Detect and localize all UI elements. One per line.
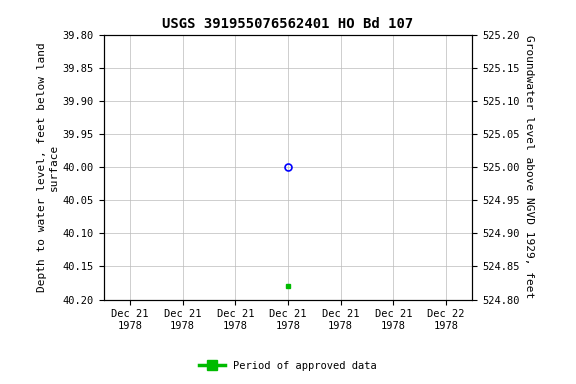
Y-axis label: Groundwater level above NGVD 1929, feet: Groundwater level above NGVD 1929, feet — [524, 35, 534, 299]
Legend: Period of approved data: Period of approved data — [195, 356, 381, 375]
Y-axis label: Depth to water level, feet below land
surface: Depth to water level, feet below land su… — [37, 42, 59, 292]
Title: USGS 391955076562401 HO Bd 107: USGS 391955076562401 HO Bd 107 — [162, 17, 414, 31]
